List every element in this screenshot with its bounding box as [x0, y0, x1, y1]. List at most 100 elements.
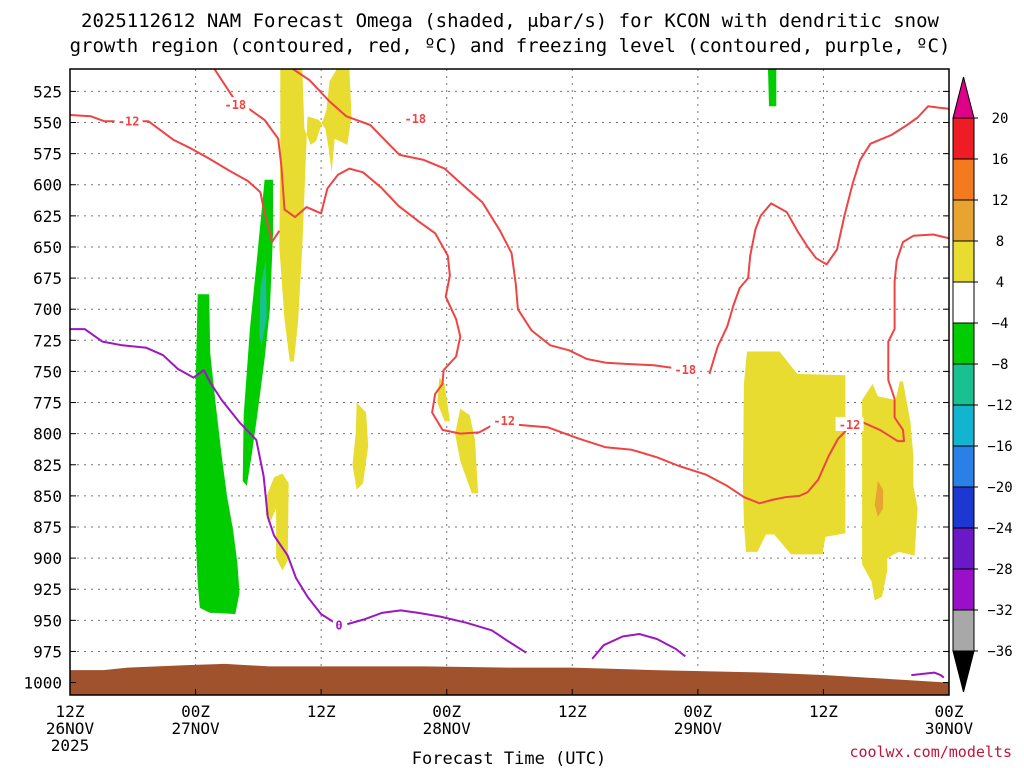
- omega-region: [352, 402, 369, 490]
- omega-region: [437, 377, 450, 422]
- y-tick-label: 950: [33, 611, 62, 630]
- chart-title-line1: 2025112612 NAM Forecast Omega (shaded, μ…: [81, 10, 939, 32]
- colorbar-swatch: [952, 363, 975, 406]
- x-tick-label: 12Z: [809, 702, 838, 721]
- x-tick-label: 12Z: [558, 702, 587, 721]
- contour-line-0: [591, 633, 686, 660]
- omega-region: [265, 473, 289, 571]
- contour-line-0: [911, 671, 945, 679]
- x-axis-label: Forecast Time (UTC): [412, 749, 606, 768]
- colorbar-label: −20: [987, 480, 1012, 496]
- x-tick-label: 00Z: [935, 702, 964, 721]
- y-tick-label: 525: [33, 82, 62, 101]
- y-tick-label: 975: [33, 642, 62, 661]
- x-tick-label: 2025: [51, 736, 90, 755]
- y-tick-label: 925: [33, 580, 62, 599]
- colorbar-label: −24: [987, 521, 1012, 537]
- chart-title-line2: growth region (contoured, red, ºC) and f…: [70, 35, 951, 57]
- contour-line-0: [70, 328, 340, 627]
- contour-line-minus12: [518, 423, 851, 505]
- colorbar-label: −12: [987, 398, 1012, 414]
- colorbar-label: 4: [996, 275, 1004, 291]
- colorbar-bottom-arrow: [952, 650, 975, 693]
- contour-line-minus18: [213, 69, 505, 435]
- omega-region: [768, 69, 777, 107]
- x-tick-label: 00Z: [181, 702, 210, 721]
- omega-region: [259, 259, 267, 347]
- y-tick-label: 700: [33, 300, 62, 319]
- contour-line-minus12: [70, 114, 281, 243]
- contour-label: -12: [493, 414, 515, 428]
- colorbar-label: 12: [992, 193, 1009, 209]
- contour-line-0: [347, 609, 527, 654]
- x-tick-label: 27NOV: [171, 719, 220, 738]
- contour-label: -12: [118, 114, 140, 128]
- colorbar-swatch: [952, 117, 975, 160]
- colorbar-top-arrow: [952, 76, 975, 119]
- x-tick-label: 26NOV: [46, 719, 95, 738]
- contour-line-minus18: [292, 69, 682, 374]
- y-tick-label: 575: [33, 145, 62, 164]
- contour-label: -18: [224, 98, 246, 112]
- y-tick-label: 725: [33, 331, 62, 350]
- y-tick-label: 600: [33, 176, 62, 195]
- contour-label-bg: [490, 413, 519, 428]
- contour-lines: [70, 69, 949, 679]
- colorbar-label: −28: [987, 562, 1012, 578]
- credit-text: coolwx.com/modelts: [849, 743, 1012, 761]
- omega-region: [874, 480, 884, 517]
- omega-region: [862, 381, 918, 601]
- colorbar-swatch: [952, 240, 975, 283]
- x-tick-label: 12Z: [307, 702, 336, 721]
- x-tick-label: 30NOV: [925, 719, 974, 738]
- y-tick-label: 775: [33, 394, 62, 413]
- colorbar-swatch: [952, 158, 975, 201]
- colorbar-swatch: [952, 486, 975, 529]
- omega-shading: [195, 69, 918, 615]
- contour-line-minus18: [708, 105, 949, 375]
- y-tick-label: 750: [33, 362, 62, 381]
- colorbar-label: −36: [987, 644, 1012, 660]
- y-tick-label: 550: [33, 114, 62, 133]
- y-tick-label: 650: [33, 238, 62, 257]
- y-tick-label: 875: [33, 518, 62, 537]
- colorbar-label: 8: [996, 234, 1004, 250]
- omega-region: [242, 179, 273, 486]
- contour-label-bg: [332, 617, 345, 632]
- contour-label-bg: [401, 110, 430, 125]
- y-tick-label: 625: [33, 207, 62, 226]
- colorbar-swatch: [952, 281, 975, 324]
- contour-label-bg: [221, 97, 250, 112]
- omega-region: [742, 351, 846, 555]
- contour-label: 0: [335, 618, 342, 632]
- omega-region: [195, 294, 240, 615]
- contour-label-bg: [114, 113, 143, 128]
- x-tick-label: 29NOV: [674, 719, 723, 738]
- colorbar: 20 16 12 8 4 −4 −8 −12 −16 −20 −24 −28 −32 −36: [952, 76, 1013, 693]
- contour-label: -12: [839, 418, 861, 432]
- colorbar-swatch: [952, 609, 975, 652]
- colorbar-swatch: [952, 322, 975, 365]
- omega-region: [279, 69, 352, 362]
- y-tick-label: 800: [33, 425, 62, 444]
- omega-region: [455, 408, 479, 494]
- colorbar-swatch: [952, 199, 975, 242]
- contour-label-bg: [671, 362, 700, 377]
- x-tick-label: 00Z: [683, 702, 712, 721]
- colorbar-swatch: [952, 568, 975, 611]
- y-tick-label: 900: [33, 549, 62, 568]
- plot-frame: [69, 68, 950, 696]
- colorbar-swatch: [952, 527, 975, 570]
- colorbar-label: −8: [992, 357, 1009, 373]
- contour-label: -18: [404, 112, 426, 126]
- contour-line-minus12: [859, 233, 949, 443]
- colorbar-swatch: [952, 404, 975, 447]
- colorbar-swatch: [952, 445, 975, 488]
- y-tick-label: 1000: [23, 674, 62, 693]
- colorbar-label: −32: [987, 603, 1012, 619]
- x-tick-label: 12Z: [56, 702, 85, 721]
- x-tick-label: 28NOV: [423, 719, 472, 738]
- y-tick-label: 825: [33, 456, 62, 475]
